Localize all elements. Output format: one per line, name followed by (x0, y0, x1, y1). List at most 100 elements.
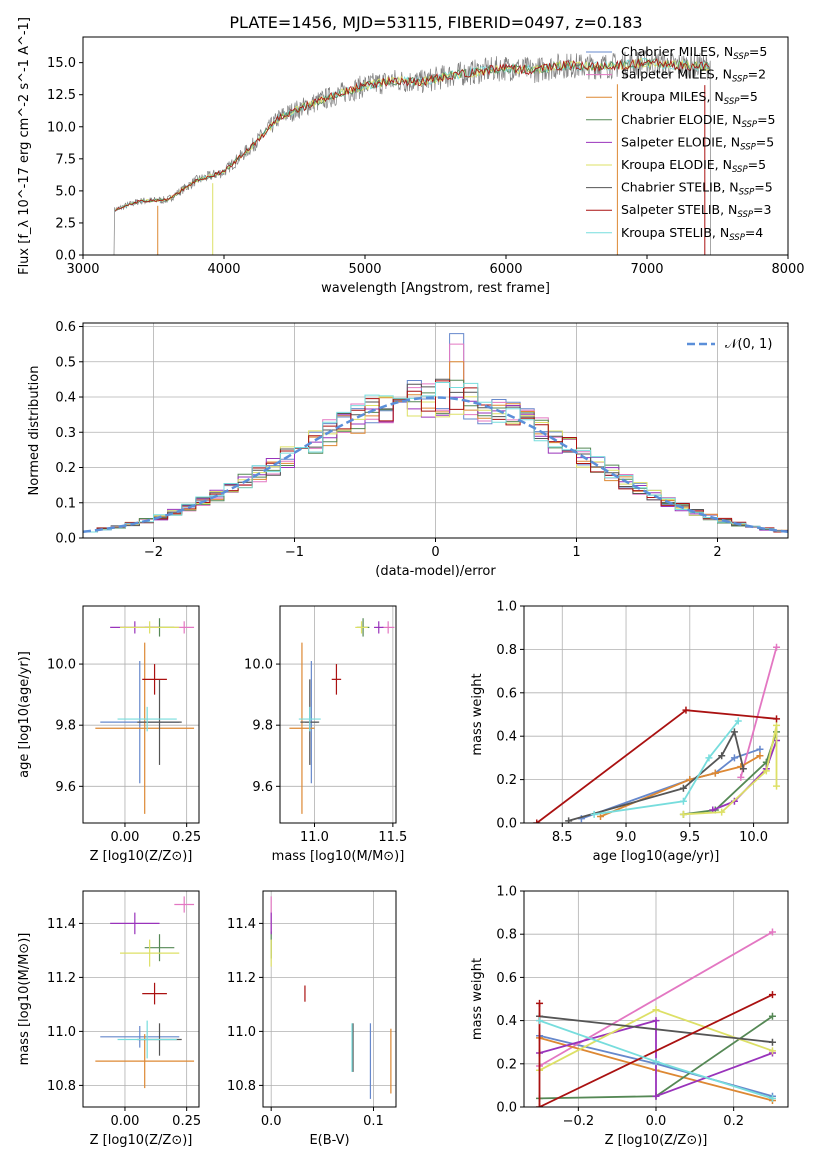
x-axis-label: Z [log10(Z/Z⊙)] (90, 849, 193, 864)
weight-marker-salpeter_stelib (536, 1103, 544, 1107)
errorbar-salpeter_elodie (110, 912, 160, 935)
x-axis-label: Z [log10(Z/Z⊙)] (605, 1133, 708, 1148)
weight-marker-kroupa_miles (711, 769, 719, 777)
plot-area-age_vs_mass (289, 618, 395, 814)
errorbar-kroupa_stelib (117, 706, 177, 732)
y-tick-label: 0.0 (55, 532, 76, 547)
legend-entry-salpeter_stelib: Salpeter STELIB, NSSP=3 (621, 202, 771, 220)
axes-frame (82, 890, 200, 1108)
x-tick-label: 4000 (207, 262, 240, 277)
weight-marker-salpeter_stelib (768, 991, 776, 999)
legend-entry-kroupa_stelib: Kroupa STELIB, NSSP=4 (621, 225, 763, 243)
y-tick-label: 11.4 (227, 917, 256, 932)
y-tick-label: 0.5 (55, 355, 76, 370)
y-tick-label: 9.8 (55, 719, 76, 734)
y-tick-label: 0.8 (496, 643, 517, 658)
x-tick-label: 0.25 (172, 830, 201, 845)
y-tick-label: 7.5 (55, 152, 76, 167)
errorbar-kroupa_elodie (355, 621, 368, 634)
weight-line-salpeter_miles (739, 646, 778, 778)
y-axis-label: Flux [f_λ 10^-17 erg cm^-2 s^-1 A^-1] (17, 17, 32, 275)
panel-mass_vs_ebv: 0.0 0.1 10.8 11.0 11.2 11.4 E(B-V) (227, 890, 397, 1148)
y-axis-label: mass weight (470, 958, 485, 1040)
errorbar-salpeter_stelib (142, 664, 167, 695)
x-tick-label: 0 (431, 545, 439, 560)
x-tick-label: 8.5 (552, 830, 573, 845)
legend-nssp: =5 (756, 134, 774, 149)
y-tick-label: 0.6 (55, 320, 76, 335)
legend-sub: SSP (732, 75, 748, 85)
y-tick-label: 11.4 (47, 917, 76, 932)
legend-label: Kroupa MILES, N (621, 89, 724, 104)
panel-weight_vs_age: 8.5 9.0 9.5 10.0 0.0 0.2 0.4 0.6 0.8 1.0 age [log1… (470, 600, 789, 864)
y-tick-label: 10.8 (47, 1079, 76, 1094)
legend-label: Salpeter ELODIE, N (621, 134, 740, 149)
weight-marker-salpeter_miles (737, 773, 745, 781)
weight-marker-salpeter_stelib (533, 819, 541, 823)
errorbar-salpeter_stelib (142, 982, 167, 1005)
legend-entry-salpeter_elodie: Salpeter ELODIE, NSSP=5 (621, 134, 774, 152)
spectrum-model-salpeter_stelib (115, 57, 710, 212)
weight-marker-salpeter_miles (773, 643, 781, 651)
weight-marker-kroupa_miles (756, 752, 764, 760)
weight-marker-salpeter_stelib (682, 706, 690, 714)
weight-marker-salpeter_elodie (652, 1092, 660, 1100)
plot-layer: 3000 4000 5000 6000 7000 80000.02.55.07.510.0… (17, 17, 805, 1148)
panel-spectrum: 3000 4000 5000 6000 7000 8000 0.0 2.5 5.0 7.5 10.0… (17, 17, 805, 296)
y-axis-label: mass weight (470, 673, 485, 755)
x-tick-label: −2 (144, 545, 163, 560)
legend-nssp: =5 (739, 89, 757, 104)
y-axis-label: mass [log10(M/M⊙)] (17, 933, 32, 1066)
legend-entry-chabrier_miles: Chabrier MILES, NSSP=5 (621, 44, 767, 62)
y-tick-label: 10.0 (244, 658, 273, 673)
plot-area-weight_vs_age (533, 643, 781, 823)
y-tick-label: 15.0 (47, 56, 76, 71)
legend-sub: SSP (724, 97, 740, 107)
y-tick-label: 2.5 (55, 216, 76, 231)
y-tick-label: 10.8 (227, 1079, 256, 1094)
y-tick-label: 0.0 (496, 1101, 517, 1116)
weight-line-kroupa_miles (600, 754, 761, 818)
weight-marker-kroupa_elodie (718, 808, 726, 816)
weight-marker-chabrier_elodie (768, 1012, 776, 1020)
y-tick-label: 0.4 (496, 730, 517, 745)
legend-label: Salpeter MILES, N (621, 67, 732, 82)
y-tick-label: 9.6 (55, 780, 76, 795)
legend-nssp: =5 (754, 180, 772, 195)
weight-marker-kroupa_elodie (773, 782, 781, 790)
legend-label: Salpeter STELIB, N (621, 202, 737, 217)
y-tick-label: 12.5 (47, 88, 76, 103)
weight-marker-kroupa_elodie (768, 1047, 776, 1055)
figure-title: PLATE=1456, MJD=53115, FIBERID=0497, z=0… (229, 13, 642, 32)
weight-marker-salpeter_stelib (773, 715, 781, 723)
y-tick-label: 0.6 (496, 686, 517, 701)
plot-area-residuals (83, 333, 788, 534)
plot-area-mass_vs_Z (95, 896, 195, 1089)
legend-entry-chabrier_stelib: Chabrier STELIB, NSSP=5 (621, 180, 773, 198)
weight-marker-chabrier_stelib (565, 817, 573, 823)
y-tick-label: 9.8 (252, 719, 273, 734)
x-tick-label: 9.0 (616, 830, 637, 845)
panel-age_vs_mass: 11.0 11.5 9.6 9.8 10.0 mass [log10(M/M⊙)] (244, 605, 407, 864)
panel-mass_vs_Z: 0.00 0.25 10.8 11.0 11.2 11.4 Z [log10(Z/Z⊙)] m… (17, 890, 201, 1148)
x-tick-label: 0.2 (723, 1114, 744, 1129)
y-tick-label: 11.2 (227, 971, 256, 986)
errorbar-kroupa_elodie (120, 621, 180, 634)
y-tick-label: 10.0 (47, 658, 76, 673)
x-tick-label: −0.2 (563, 1114, 595, 1129)
weight-marker-kroupa_elodie (679, 810, 687, 818)
errorbar-kroupa_miles (95, 1034, 195, 1089)
errorbar-salpeter_miles (381, 621, 395, 634)
y-tick-label: 11.0 (227, 1025, 256, 1040)
weight-marker-kroupa_stelib (679, 797, 687, 805)
errorbar-kroupa_stelib (298, 706, 321, 732)
errorbar-kroupa_elodie (120, 939, 180, 967)
panel-residuals: −2 −1 0 1 2 0.0 0.1 0.2 0.3 0.4 0.5 0.6 (data-model)… (27, 320, 789, 579)
y-tick-label: 0.0 (496, 817, 517, 832)
y-tick-label: 0.2 (496, 773, 517, 788)
histogram-kroupa_stelib (83, 382, 788, 533)
legend-nssp: =5 (748, 157, 766, 172)
legend-sub: SSP (741, 120, 757, 130)
x-tick-label: 0.00 (110, 830, 139, 845)
